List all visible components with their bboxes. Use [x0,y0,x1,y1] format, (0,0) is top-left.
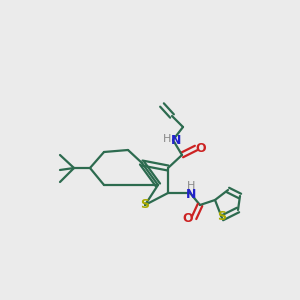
Text: S: S [218,211,226,224]
Text: N: N [171,134,181,146]
Text: O: O [196,142,206,154]
Text: H: H [187,181,195,191]
Text: S: S [140,199,149,212]
Text: O: O [183,212,193,224]
Text: N: N [186,188,196,202]
Text: H: H [163,134,171,144]
